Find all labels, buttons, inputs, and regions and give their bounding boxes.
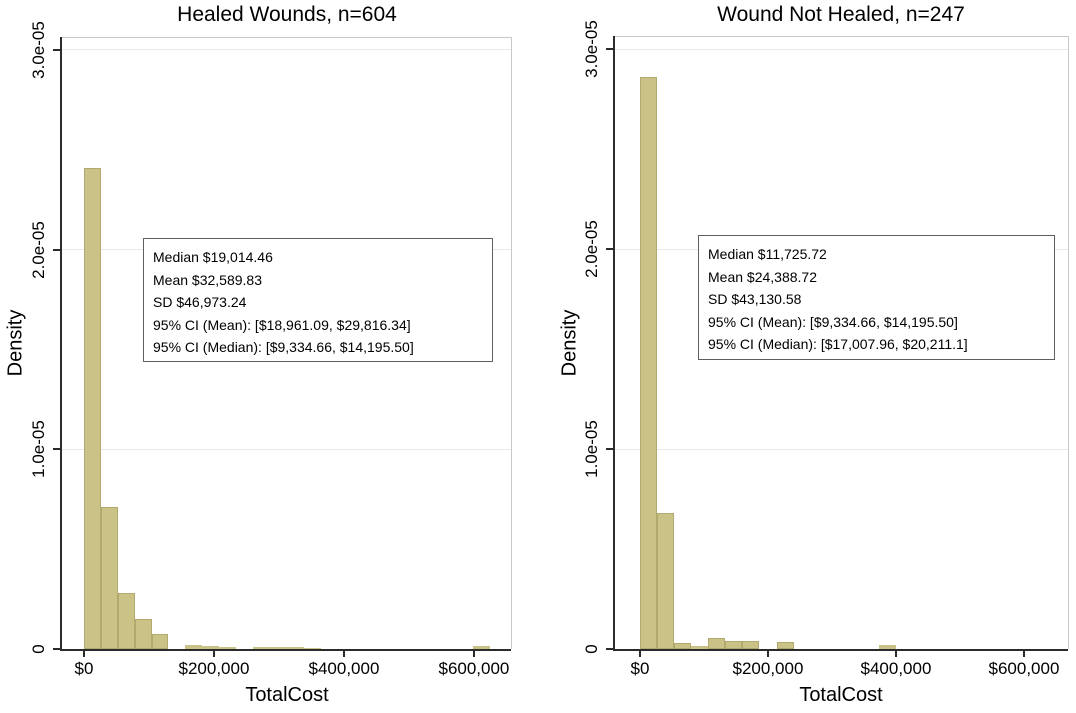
x-tick-mark [342, 651, 345, 657]
histogram-bar [151, 634, 169, 649]
x-tick-label: $600,000 [988, 659, 1060, 678]
y-tick-label: 0 [582, 644, 601, 654]
histogram-bar [185, 645, 203, 649]
x-axis-title: TotalCost [245, 684, 329, 706]
stats-line-mean: Mean $24,388.72 [708, 268, 817, 285]
x-tick-label: $600,000 [438, 659, 510, 678]
plot-top-border [62, 37, 512, 38]
histogram-bar [286, 647, 304, 649]
x-tick-mark [472, 651, 475, 657]
y-tick-mark [606, 648, 613, 650]
x-axis-line [613, 649, 1068, 651]
plot-top-border [615, 36, 1069, 37]
x-tick-mark [638, 651, 641, 657]
stats-line-sd: SD $43,130.58 [708, 291, 802, 308]
histogram-bar [725, 640, 743, 649]
x-tick-label: $400,000 [308, 659, 380, 678]
x-tick-label: $200,000 [178, 659, 250, 678]
x-tick-mark [766, 651, 769, 657]
stats-line-ci-mean: 95% CI (Mean): [$18,961.09, $29,816.34] [153, 316, 411, 333]
histogram-bar [84, 167, 101, 649]
histogram-bar [776, 642, 794, 649]
histogram-bar [219, 647, 237, 649]
histogram-bar [117, 593, 135, 649]
y-tick-mark [606, 448, 613, 450]
y-tick-mark [53, 448, 60, 451]
histogram-bar [640, 77, 658, 649]
histogram-bar [472, 646, 490, 649]
y-tick-mark [53, 248, 60, 251]
histogram-bar [708, 637, 726, 649]
x-tick-label: $400,000 [860, 659, 932, 678]
histogram-bar [657, 513, 675, 649]
histogram-bar [742, 640, 760, 649]
y-gridline [615, 448, 1068, 450]
x-tick-label: $200,000 [732, 659, 804, 678]
y-tick-mark [606, 248, 613, 250]
chart-title: Wound Not Healed, n=247 [717, 3, 965, 26]
y-tick-mark [53, 48, 60, 51]
y-gridline [62, 448, 511, 450]
y-tick-mark [53, 648, 60, 650]
y-tick-label: 2.0e-05 [582, 220, 601, 278]
chart-title: Healed Wounds, n=604 [177, 3, 397, 26]
x-tick-label: $0 [74, 659, 94, 678]
y-axis-line [613, 36, 615, 651]
plot-right-border [511, 37, 512, 649]
stats-line-ci-median: 95% CI (Median): [$9,334.66, $14,195.50] [153, 339, 414, 356]
x-axis-line [60, 649, 511, 651]
plot-right-border [1068, 36, 1069, 649]
histogram-bar [100, 507, 118, 649]
stats-line-sd: SD $46,973.24 [153, 294, 247, 311]
x-tick-mark [1022, 651, 1025, 657]
histogram-bar [303, 647, 321, 649]
x-tick-mark [212, 651, 215, 657]
stats-line-ci-mean: 95% CI (Mean): [$9,334.66, $14,195.50] [708, 313, 958, 330]
x-tick-mark [894, 651, 897, 657]
x-axis-title: TotalCost [799, 684, 883, 706]
histogram-bar [134, 619, 152, 649]
x-tick-label: $0 [630, 659, 650, 678]
histogram-bar [878, 645, 896, 649]
histogram-bar [269, 647, 287, 649]
histogram-bar [691, 646, 709, 649]
stats-line-median: Median $19,014.46 [153, 249, 273, 265]
stats-box: Median $19,014.46 Mean $32,589.83 SD $46… [143, 238, 493, 362]
histogram-bar [202, 646, 220, 649]
y-axis-line [60, 37, 62, 651]
y-gridline [615, 48, 1068, 50]
histogram-bar [674, 643, 692, 649]
y-tick-mark [606, 48, 613, 50]
stats-line-median: Median $11,725.72 [708, 246, 827, 262]
x-tick-mark [82, 651, 85, 657]
histogram-bar [253, 647, 270, 649]
stats-box: Median $11,725.72 Mean $24,388.72 SD $43… [698, 235, 1055, 360]
stats-line-mean: Mean $32,589.83 [153, 271, 262, 288]
y-gridline [62, 49, 511, 51]
y-tick-label: 3.0e-05 [582, 20, 601, 78]
stats-line-ci-median: 95% CI (Median): [$17,007.96, $20,211.1] [708, 336, 968, 353]
y-tick-label: 1.0e-05 [582, 420, 601, 478]
